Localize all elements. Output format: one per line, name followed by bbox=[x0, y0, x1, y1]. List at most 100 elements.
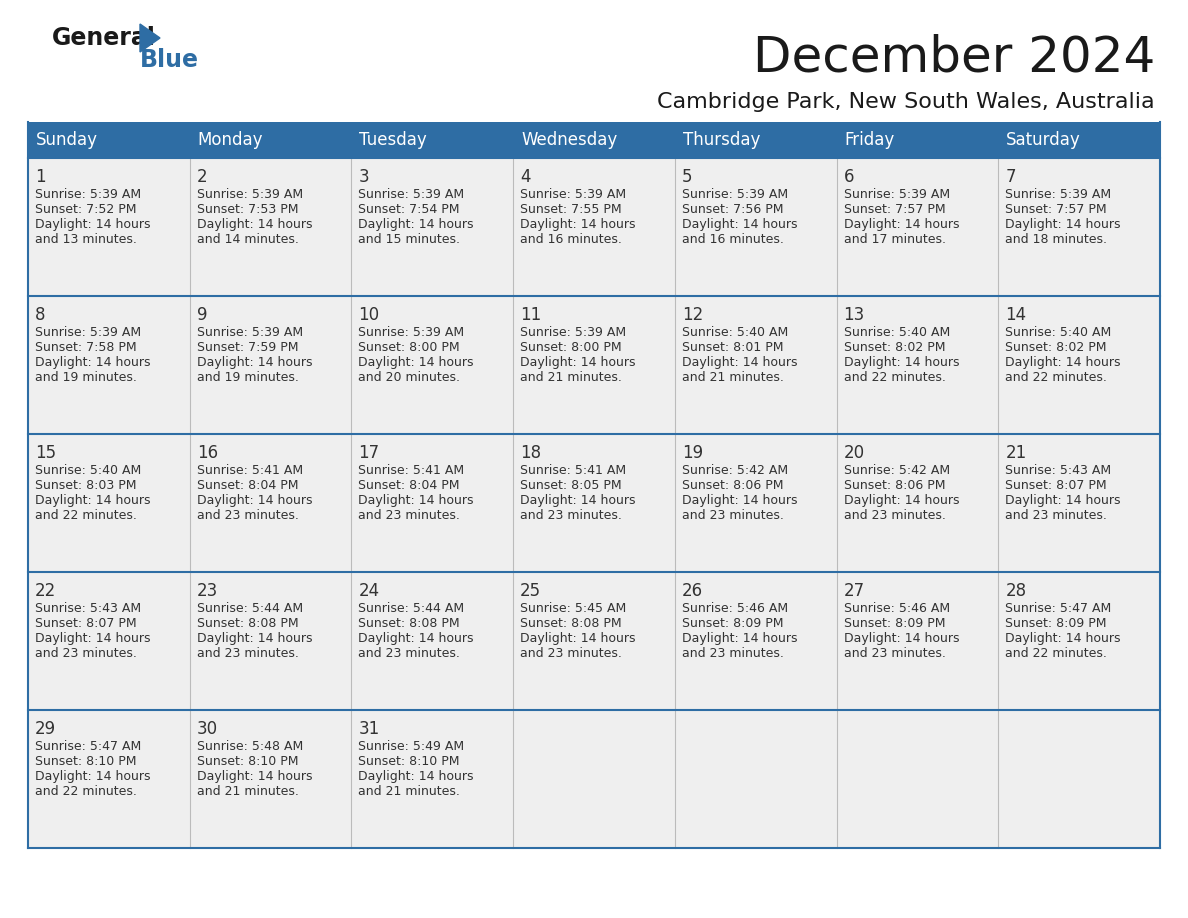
Text: Sunrise: 5:41 AM: Sunrise: 5:41 AM bbox=[197, 464, 303, 477]
Text: Daylight: 14 hours: Daylight: 14 hours bbox=[520, 356, 636, 369]
Text: Daylight: 14 hours: Daylight: 14 hours bbox=[197, 356, 312, 369]
Text: Daylight: 14 hours: Daylight: 14 hours bbox=[197, 218, 312, 231]
Text: Sunset: 7:53 PM: Sunset: 7:53 PM bbox=[197, 203, 298, 216]
Text: Daylight: 14 hours: Daylight: 14 hours bbox=[520, 632, 636, 645]
Bar bbox=[998, 122, 1159, 158]
Text: Daylight: 14 hours: Daylight: 14 hours bbox=[34, 356, 151, 369]
Text: Sunrise: 5:39 AM: Sunrise: 5:39 AM bbox=[682, 188, 788, 201]
Text: 11: 11 bbox=[520, 306, 542, 324]
Text: Daylight: 14 hours: Daylight: 14 hours bbox=[34, 494, 151, 507]
Text: 8: 8 bbox=[34, 306, 45, 324]
Text: Sunset: 8:08 PM: Sunset: 8:08 PM bbox=[520, 617, 621, 630]
Text: Sunset: 8:06 PM: Sunset: 8:06 PM bbox=[843, 479, 946, 492]
Text: Sunset: 8:07 PM: Sunset: 8:07 PM bbox=[1005, 479, 1107, 492]
Text: Daylight: 14 hours: Daylight: 14 hours bbox=[843, 218, 959, 231]
Text: Sunrise: 5:43 AM: Sunrise: 5:43 AM bbox=[34, 602, 141, 615]
Text: Daylight: 14 hours: Daylight: 14 hours bbox=[359, 494, 474, 507]
Text: and 20 minutes.: and 20 minutes. bbox=[359, 371, 461, 384]
Text: 14: 14 bbox=[1005, 306, 1026, 324]
Bar bbox=[29, 122, 190, 158]
Text: Sunrise: 5:46 AM: Sunrise: 5:46 AM bbox=[682, 602, 788, 615]
Text: 20: 20 bbox=[843, 444, 865, 462]
Text: Sunrise: 5:46 AM: Sunrise: 5:46 AM bbox=[843, 602, 949, 615]
Text: 27: 27 bbox=[843, 582, 865, 600]
Text: Sunset: 8:02 PM: Sunset: 8:02 PM bbox=[843, 341, 946, 354]
Text: and 23 minutes.: and 23 minutes. bbox=[682, 647, 784, 660]
Text: Daylight: 14 hours: Daylight: 14 hours bbox=[359, 356, 474, 369]
Bar bbox=[29, 434, 1159, 572]
Text: and 19 minutes.: and 19 minutes. bbox=[34, 371, 137, 384]
Text: Sunset: 7:58 PM: Sunset: 7:58 PM bbox=[34, 341, 137, 354]
Text: Sunset: 8:09 PM: Sunset: 8:09 PM bbox=[843, 617, 946, 630]
Text: Sunrise: 5:39 AM: Sunrise: 5:39 AM bbox=[34, 188, 141, 201]
Text: 28: 28 bbox=[1005, 582, 1026, 600]
Text: Sunset: 8:04 PM: Sunset: 8:04 PM bbox=[197, 479, 298, 492]
Text: and 18 minutes.: and 18 minutes. bbox=[1005, 233, 1107, 246]
Text: Friday: Friday bbox=[845, 131, 895, 149]
Text: and 21 minutes.: and 21 minutes. bbox=[197, 785, 298, 798]
Text: and 15 minutes.: and 15 minutes. bbox=[359, 233, 461, 246]
Text: Sunrise: 5:44 AM: Sunrise: 5:44 AM bbox=[197, 602, 303, 615]
Text: and 22 minutes.: and 22 minutes. bbox=[1005, 647, 1107, 660]
Text: Sunrise: 5:47 AM: Sunrise: 5:47 AM bbox=[34, 740, 141, 753]
Text: and 21 minutes.: and 21 minutes. bbox=[359, 785, 460, 798]
Text: Sunrise: 5:39 AM: Sunrise: 5:39 AM bbox=[359, 326, 465, 339]
Text: Daylight: 14 hours: Daylight: 14 hours bbox=[359, 218, 474, 231]
Text: Sunset: 7:54 PM: Sunset: 7:54 PM bbox=[359, 203, 460, 216]
Text: December 2024: December 2024 bbox=[753, 34, 1155, 82]
Text: 18: 18 bbox=[520, 444, 542, 462]
Text: Sunrise: 5:40 AM: Sunrise: 5:40 AM bbox=[34, 464, 141, 477]
Text: Thursday: Thursday bbox=[683, 131, 760, 149]
Text: and 23 minutes.: and 23 minutes. bbox=[359, 509, 460, 522]
Text: Daylight: 14 hours: Daylight: 14 hours bbox=[1005, 218, 1120, 231]
Text: Sunrise: 5:44 AM: Sunrise: 5:44 AM bbox=[359, 602, 465, 615]
Text: General: General bbox=[52, 26, 156, 50]
Text: and 23 minutes.: and 23 minutes. bbox=[197, 647, 298, 660]
Text: Sunset: 8:03 PM: Sunset: 8:03 PM bbox=[34, 479, 137, 492]
Text: Monday: Monday bbox=[197, 131, 264, 149]
Text: Sunrise: 5:48 AM: Sunrise: 5:48 AM bbox=[197, 740, 303, 753]
Text: and 23 minutes.: and 23 minutes. bbox=[197, 509, 298, 522]
Text: Daylight: 14 hours: Daylight: 14 hours bbox=[1005, 632, 1120, 645]
Text: 7: 7 bbox=[1005, 168, 1016, 186]
Text: 4: 4 bbox=[520, 168, 531, 186]
Text: and 19 minutes.: and 19 minutes. bbox=[197, 371, 298, 384]
Text: and 13 minutes.: and 13 minutes. bbox=[34, 233, 137, 246]
Text: Sunrise: 5:42 AM: Sunrise: 5:42 AM bbox=[682, 464, 788, 477]
Text: Blue: Blue bbox=[140, 48, 200, 72]
Text: and 23 minutes.: and 23 minutes. bbox=[682, 509, 784, 522]
Text: Sunrise: 5:41 AM: Sunrise: 5:41 AM bbox=[520, 464, 626, 477]
Polygon shape bbox=[140, 24, 160, 52]
Text: and 21 minutes.: and 21 minutes. bbox=[682, 371, 784, 384]
Text: Sunset: 8:09 PM: Sunset: 8:09 PM bbox=[1005, 617, 1107, 630]
Text: 6: 6 bbox=[843, 168, 854, 186]
Text: 10: 10 bbox=[359, 306, 379, 324]
Text: and 23 minutes.: and 23 minutes. bbox=[1005, 509, 1107, 522]
Text: Daylight: 14 hours: Daylight: 14 hours bbox=[34, 218, 151, 231]
Text: Daylight: 14 hours: Daylight: 14 hours bbox=[1005, 356, 1120, 369]
Text: Tuesday: Tuesday bbox=[360, 131, 428, 149]
Text: Sunrise: 5:39 AM: Sunrise: 5:39 AM bbox=[197, 188, 303, 201]
Text: Sunset: 8:00 PM: Sunset: 8:00 PM bbox=[359, 341, 460, 354]
Text: and 22 minutes.: and 22 minutes. bbox=[34, 509, 137, 522]
Text: 1: 1 bbox=[34, 168, 45, 186]
Text: and 23 minutes.: and 23 minutes. bbox=[843, 647, 946, 660]
Text: 16: 16 bbox=[197, 444, 217, 462]
Text: Sunrise: 5:43 AM: Sunrise: 5:43 AM bbox=[1005, 464, 1112, 477]
Text: Sunset: 8:09 PM: Sunset: 8:09 PM bbox=[682, 617, 783, 630]
Text: 3: 3 bbox=[359, 168, 369, 186]
Text: 12: 12 bbox=[682, 306, 703, 324]
Text: and 22 minutes.: and 22 minutes. bbox=[34, 785, 137, 798]
Text: and 22 minutes.: and 22 minutes. bbox=[843, 371, 946, 384]
Text: and 23 minutes.: and 23 minutes. bbox=[843, 509, 946, 522]
Bar bbox=[29, 158, 1159, 296]
Text: 26: 26 bbox=[682, 582, 703, 600]
Text: Sunrise: 5:49 AM: Sunrise: 5:49 AM bbox=[359, 740, 465, 753]
Text: Daylight: 14 hours: Daylight: 14 hours bbox=[682, 218, 797, 231]
Text: 9: 9 bbox=[197, 306, 207, 324]
Text: 15: 15 bbox=[34, 444, 56, 462]
Text: and 23 minutes.: and 23 minutes. bbox=[520, 647, 623, 660]
Text: Daylight: 14 hours: Daylight: 14 hours bbox=[197, 632, 312, 645]
Bar bbox=[352, 122, 513, 158]
Text: Sunset: 8:04 PM: Sunset: 8:04 PM bbox=[359, 479, 460, 492]
